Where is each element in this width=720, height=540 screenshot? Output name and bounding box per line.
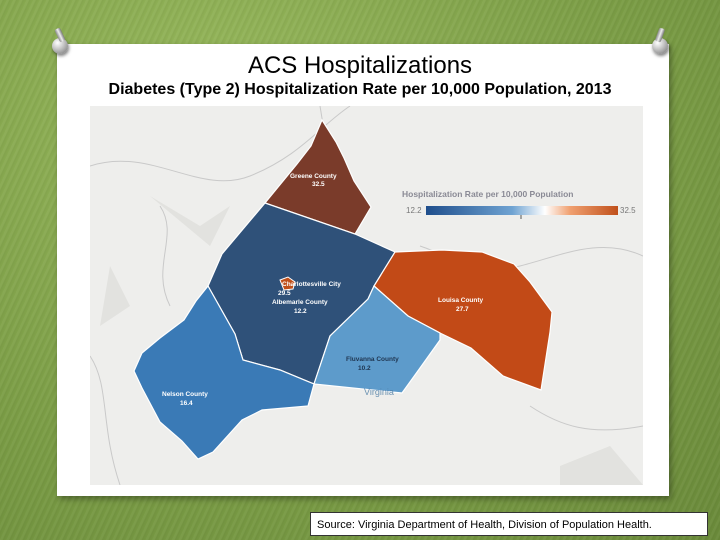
label-greene-name: Greene County (290, 173, 337, 180)
legend-max-label: 32.5 (620, 206, 636, 215)
label-charlottesville-value: 29.5 (278, 290, 291, 297)
slide-subtitle: Diabetes (Type 2) Hospitalization Rate p… (108, 81, 612, 98)
label-louisa-name: Louisa County (438, 297, 484, 304)
map-svg: Greene County 32.5 Charlottesville City … (90, 106, 643, 485)
label-nelson-name: Nelson County (162, 391, 208, 398)
label-fluvanna-value: 10.2 (358, 365, 371, 372)
label-fluvanna-name: Fluvanna County (346, 356, 399, 363)
label-charlottesville-name: Charlottesville City (282, 281, 341, 288)
pushpin-icon-left (52, 38, 68, 54)
source-caption: Source: Virginia Department of Health, D… (310, 512, 708, 536)
legend-min-label: 12.2 (406, 206, 422, 215)
state-label: Virginia (364, 387, 394, 397)
county-fluvanna (313, 285, 441, 394)
legend-title: Hospitalization Rate per 10,000 Populati… (402, 189, 573, 199)
pushpin-icon-right (652, 38, 668, 54)
label-louisa-value: 27.7 (456, 306, 469, 313)
background-hills (100, 196, 643, 485)
label-nelson-value: 16.4 (180, 400, 193, 407)
choropleth-map: Greene County 32.5 Charlottesville City … (90, 106, 643, 485)
county-greene (263, 118, 372, 235)
label-greene-value: 32.5 (312, 181, 325, 188)
county-labels: Greene County 32.5 Charlottesville City … (162, 173, 484, 407)
label-albemarle-name: Albemarle County (272, 299, 328, 306)
map-legend: Hospitalization Rate per 10,000 Populati… (402, 189, 636, 219)
legend-color-bar (426, 206, 618, 215)
slide-title: ACS Hospitalizations (247, 52, 473, 79)
label-albemarle-value: 12.2 (294, 308, 307, 315)
county-charlottesville (279, 276, 296, 291)
county-nelson (133, 284, 315, 460)
